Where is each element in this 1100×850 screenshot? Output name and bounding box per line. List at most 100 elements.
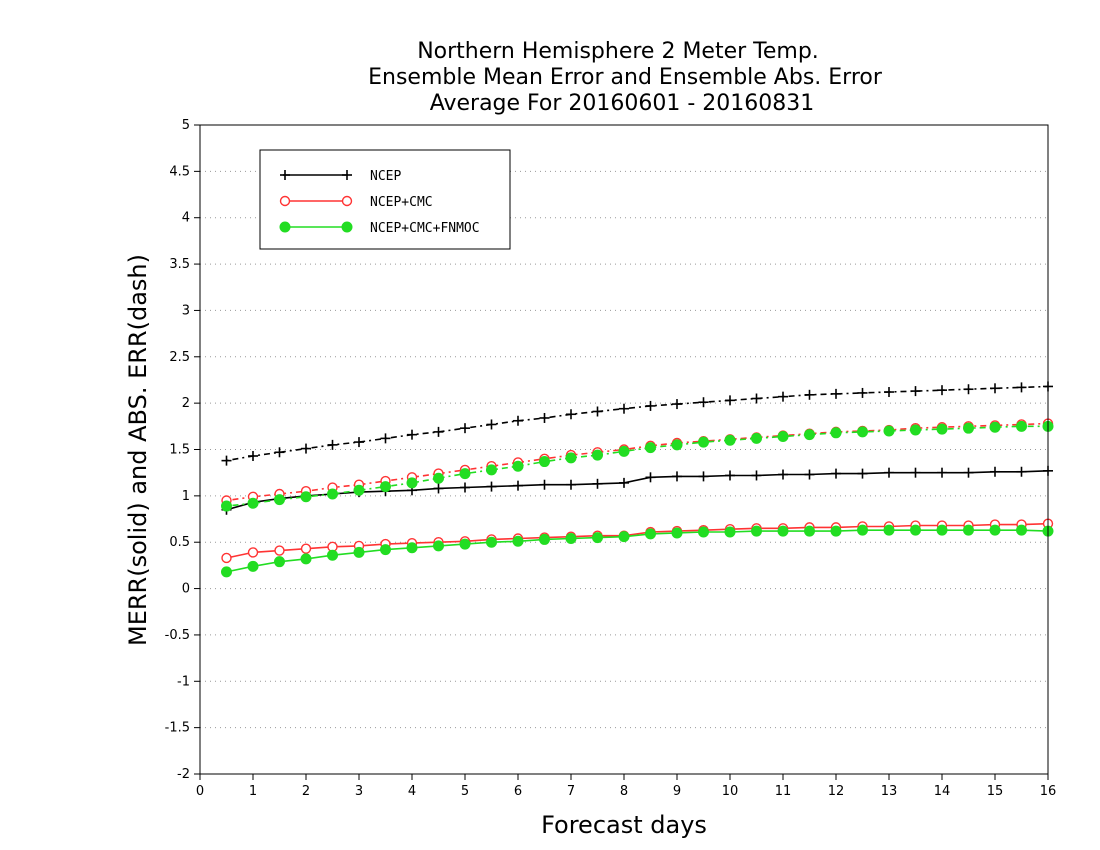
x-tick-label: 14 xyxy=(934,784,951,799)
y-tick-label: 0.5 xyxy=(169,535,190,550)
legend-item-ncep-cmc-fnmoc: NCEP+CMC+FNMOC xyxy=(279,221,480,236)
series-ncep-cmc-fnmoc-merr-point xyxy=(857,524,868,536)
legend: NCEP NCEP+CMC NCEP+CMC+FNMOC xyxy=(259,149,511,250)
series-ncep-merr-point xyxy=(937,467,947,478)
series-ncep-abs-err-point xyxy=(592,406,603,417)
series-ncep-cmc-fnmoc-abs-err-point xyxy=(380,481,391,493)
series-ncep-cmc-fnmoc-abs-err-point xyxy=(565,452,577,464)
series-ncep-cmc-fnmoc-merr-point xyxy=(698,526,709,538)
series-ncep-merr-point xyxy=(990,466,1000,477)
x-axis-label: Forecast days xyxy=(541,811,707,839)
x-tick-label: 13 xyxy=(881,784,898,799)
y-axis-label: MERR(solid) and ABS. ERR(dash) xyxy=(124,254,152,646)
legend-marker xyxy=(279,195,291,207)
series-ncep-abs-err-point xyxy=(804,389,815,400)
y-tick-label: -1 xyxy=(177,674,190,689)
series-ncep-cmc-fnmoc-merr-point xyxy=(486,536,497,548)
series-ncep-cmc-fnmoc-merr-point xyxy=(221,566,232,578)
y-tick-label: 0 xyxy=(182,582,190,597)
y-tick-label: 1 xyxy=(182,489,190,504)
legend-marker xyxy=(341,221,353,233)
series-ncep-abs-err-point xyxy=(725,395,735,406)
series-ncep-abs-err-point xyxy=(513,415,523,426)
series-ncep-cmc-fnmoc-abs-err-point xyxy=(618,445,630,457)
series-ncep-cmc-fnmoc-abs-err-point xyxy=(777,431,789,443)
series-ncep-merr-point xyxy=(857,468,868,479)
series-ncep-cmc-fnmoc-abs-err-point xyxy=(353,484,365,496)
y-tick-label: 1.5 xyxy=(169,443,190,458)
series-ncep-cmc-fnmoc-merr-point xyxy=(963,524,974,536)
series-ncep-cmc-fnmoc-merr-point xyxy=(353,546,365,558)
series-ncep-cmc-fnmoc-abs-err-point xyxy=(645,442,656,454)
series-ncep-cmc-fnmoc-merr-point xyxy=(592,532,603,544)
series-ncep-cmc-fnmoc-abs-err-point xyxy=(1016,420,1027,432)
series-ncep-cmc-fnmoc-merr-point xyxy=(777,525,789,537)
series-ncep-abs-err-point xyxy=(327,439,338,450)
series-ncep-merr-point xyxy=(698,471,709,482)
series-ncep-cmc-fnmoc-merr-point xyxy=(406,542,418,554)
series-ncep-cmc-fnmoc-abs-err-point xyxy=(539,456,550,468)
legend-items: NCEP NCEP+CMC NCEP+CMC+FNMOC xyxy=(279,169,480,236)
series-ncep-merr-point xyxy=(592,478,603,489)
series-ncep-merr-point xyxy=(486,481,497,492)
series-ncep-abs-err-point xyxy=(645,400,656,411)
series-ncep-cmc-fnmoc-abs-err-point xyxy=(724,434,736,446)
y-tick-label: 3 xyxy=(182,303,190,318)
series-ncep-abs-err-point xyxy=(751,393,762,404)
series-ncep-abs-err-point xyxy=(380,433,391,444)
series-ncep-abs-err-point xyxy=(248,450,258,461)
series-ncep-merr-point xyxy=(963,467,974,478)
series-ncep-abs-err-point xyxy=(486,419,497,430)
x-tick-label: 10 xyxy=(722,784,739,799)
series-ncep-abs-err-point xyxy=(301,443,311,454)
legend-label: NCEP+CMC+FNMOC xyxy=(370,221,480,236)
series-ncep-abs-err-point xyxy=(884,387,894,398)
x-tick-label: 5 xyxy=(461,784,469,799)
series-ncep-cmc-fnmoc-abs-err-point xyxy=(247,497,259,509)
series-ncep-cmc-fnmoc-merr-point xyxy=(883,524,895,536)
series-ncep-cmc-fnmoc-abs-err-point xyxy=(751,432,762,444)
series-ncep-abs-err-point xyxy=(566,409,576,420)
series-ncep-cmc-fnmoc-merr-point xyxy=(380,544,391,556)
series-ncep-cmc-fnmoc-merr-point xyxy=(1016,524,1027,536)
series-ncep-cmc-fnmoc-merr-point xyxy=(751,525,762,537)
series-ncep-abs-err-point xyxy=(433,426,444,437)
series-ncep-cmc-fnmoc-merr-point xyxy=(539,533,550,545)
series-ncep-cmc-abs-err-line xyxy=(226,422,1049,502)
x-tick-label: 3 xyxy=(355,784,363,799)
legend-label: NCEP xyxy=(370,169,401,184)
y-tick-label: 2 xyxy=(182,396,190,411)
series-ncep-merr-point xyxy=(884,467,894,478)
series-ncep-merr-point xyxy=(778,469,788,480)
x-tick-label: 9 xyxy=(673,784,681,799)
x-tick-label: 7 xyxy=(567,784,575,799)
series-ncep-cmc-fnmoc-abs-err-point xyxy=(486,464,497,476)
series-ncep-cmc-fnmoc-merr-point xyxy=(459,538,471,550)
series-ncep-cmc-merr-point xyxy=(221,552,232,564)
legend-label: NCEP+CMC xyxy=(370,195,433,210)
series-ncep-cmc-fnmoc-abs-err-point xyxy=(963,422,974,434)
series-ncep-cmc-fnmoc-abs-err-point xyxy=(512,460,524,472)
tick-layer: -2-1.5-1-0.500.511.522.533.544.550 1 2 3 4 5 6… xyxy=(165,118,1057,799)
series-ncep-cmc-fnmoc-merr-point xyxy=(247,560,259,572)
series-ncep-merr-point xyxy=(1016,466,1027,477)
series-ncep-abs-err-point xyxy=(778,391,788,402)
series-ncep-abs-err-point xyxy=(857,387,868,398)
series-ncep xyxy=(221,381,1053,515)
series-ncep-abs-err-point xyxy=(698,397,709,408)
y-tick-label: -0.5 xyxy=(165,628,190,643)
series-ncep-cmc-fnmoc-abs-err-point xyxy=(830,427,842,439)
series-ncep-abs-err-point xyxy=(937,385,947,396)
series-ncep-abs-err-point xyxy=(990,383,1000,394)
series-ncep-cmc-fnmoc xyxy=(221,420,1054,578)
y-tick-label: 4 xyxy=(182,211,190,226)
series-ncep-cmc-fnmoc-abs-err-point xyxy=(936,423,948,435)
series-ncep-cmc-fnmoc-abs-err-point xyxy=(221,500,232,512)
series-ncep-cmc-fnmoc-merr-point xyxy=(433,540,444,552)
y-tick-label: 3.5 xyxy=(169,257,190,272)
chart-title-line-2: Ensemble Mean Error and Ensemble Abs. Er… xyxy=(368,65,883,90)
x-tick-label: 16 xyxy=(1040,784,1057,799)
series-ncep-merr-point xyxy=(725,470,735,481)
series-ncep-merr-point xyxy=(831,468,841,479)
